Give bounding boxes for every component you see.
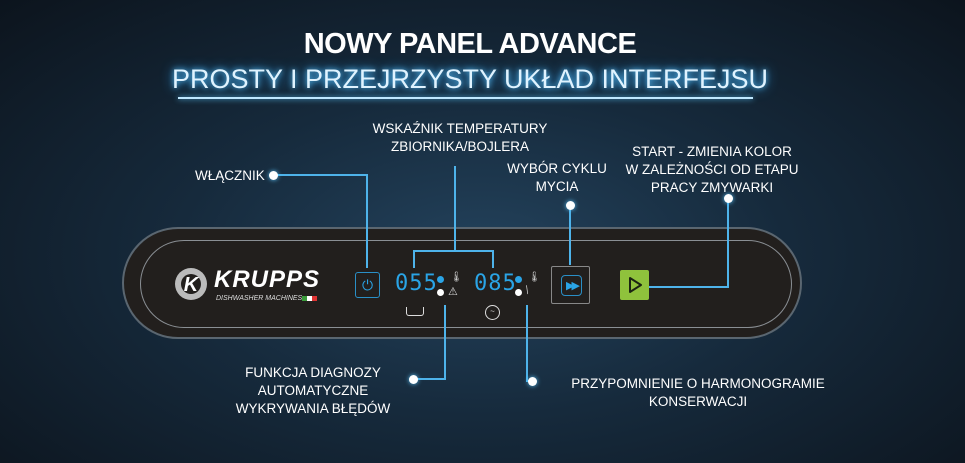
connector-dot bbox=[527, 376, 537, 386]
krupps-logo-icon: K bbox=[172, 265, 210, 303]
power-icon: ⏻ bbox=[361, 276, 374, 293]
subtitle-underline bbox=[178, 97, 753, 99]
start-button[interactable] bbox=[620, 270, 649, 300]
label-diag-line1: FUNKCJA DIAGNOZY bbox=[245, 365, 381, 380]
brand-name: KRUPPS bbox=[214, 266, 321, 293]
connector-dot bbox=[408, 374, 418, 384]
label-power: WŁĄCZNIK bbox=[195, 168, 265, 183]
label-cycle-line2: MYCIA bbox=[535, 179, 579, 194]
connector-line bbox=[727, 198, 729, 288]
connector-dot bbox=[565, 200, 575, 210]
connector-line bbox=[413, 250, 494, 252]
play-icon bbox=[628, 277, 642, 293]
panel-inner-outline bbox=[140, 240, 792, 328]
connector-line bbox=[492, 250, 494, 268]
label-start-line2: W ZALEŻNOŚCI OD ETAPU bbox=[625, 162, 799, 177]
connector-line bbox=[413, 250, 415, 268]
tank-icon bbox=[406, 307, 424, 316]
label-maint-line2: KONSERWACJI bbox=[648, 394, 748, 409]
connector-line bbox=[526, 305, 528, 382]
svg-text:K: K bbox=[184, 274, 200, 296]
thermometer-icon: 🌡 bbox=[528, 272, 541, 283]
label-cycle: WYBÓR CYKLU MYCIA bbox=[497, 160, 617, 196]
label-diag-line3: WYKRYWANIA BŁĘDÓW bbox=[235, 401, 391, 416]
boiler-icon: ~ bbox=[485, 305, 500, 320]
connector-line bbox=[413, 378, 446, 380]
label-maintenance: PRZYPOMNIENIE O HARMONOGRAMIE KONSERWACJ… bbox=[568, 375, 828, 411]
page-title: NOWY PANEL ADVANCE bbox=[303, 28, 637, 60]
connector-line bbox=[273, 174, 368, 176]
boiler-temperature-display: 085 bbox=[474, 271, 517, 296]
control-panel bbox=[122, 227, 802, 339]
label-start-line1: START - ZMIENIA KOLOR bbox=[632, 144, 792, 159]
error-led bbox=[437, 289, 444, 296]
page-subtitle: PROSTY I PRZEJRZYSTY UKŁAD INTERFEJSU bbox=[171, 64, 769, 94]
tank-temp-led bbox=[437, 276, 444, 283]
label-diag-line2: AUTOMATYCZNE bbox=[257, 383, 369, 398]
label-temp-line1: WSKAŹNIK TEMPERATURY bbox=[372, 121, 548, 136]
label-temperature: WSKAŹNIK TEMPERATURY ZBIORNIKA/BOJLERA bbox=[355, 120, 565, 156]
boiler-temp-led bbox=[515, 276, 522, 283]
brand-tagline: DISHWASHER MACHINES bbox=[216, 295, 303, 302]
connector-line bbox=[649, 286, 729, 288]
connector-line bbox=[454, 166, 456, 251]
thermometer-icon: 🌡 bbox=[450, 272, 463, 283]
connector-line bbox=[569, 205, 571, 265]
label-maint-line1: PRZYPOMNIENIE O HARMONOGRAMIE bbox=[571, 376, 825, 391]
power-button[interactable]: ⏻ bbox=[355, 272, 380, 298]
label-cycle-line1: WYBÓR CYKLU bbox=[507, 161, 607, 176]
label-start: START - ZMIENIA KOLOR W ZALEŻNOŚCI OD ET… bbox=[622, 143, 802, 197]
warning-icon: ⚠ bbox=[448, 286, 458, 298]
italian-flag-icon bbox=[302, 296, 317, 301]
label-start-line3: PRACY ZMYWARKI bbox=[650, 180, 774, 195]
connector-line bbox=[444, 305, 446, 380]
connector-dot bbox=[723, 193, 733, 203]
wash-cycle-button[interactable]: ▶▶ bbox=[551, 266, 590, 304]
fast-forward-icon: ▶▶ bbox=[561, 275, 582, 296]
connector-line bbox=[366, 174, 368, 268]
connector-dot bbox=[268, 170, 278, 180]
label-temp-line2: ZBIORNIKA/BOJLERA bbox=[390, 139, 530, 154]
maintenance-led bbox=[515, 289, 522, 296]
label-diagnosis: FUNKCJA DIAGNOZY AUTOMATYCZNE WYKRYWANIA… bbox=[228, 364, 398, 418]
tank-temperature-display: 055 bbox=[395, 271, 438, 296]
